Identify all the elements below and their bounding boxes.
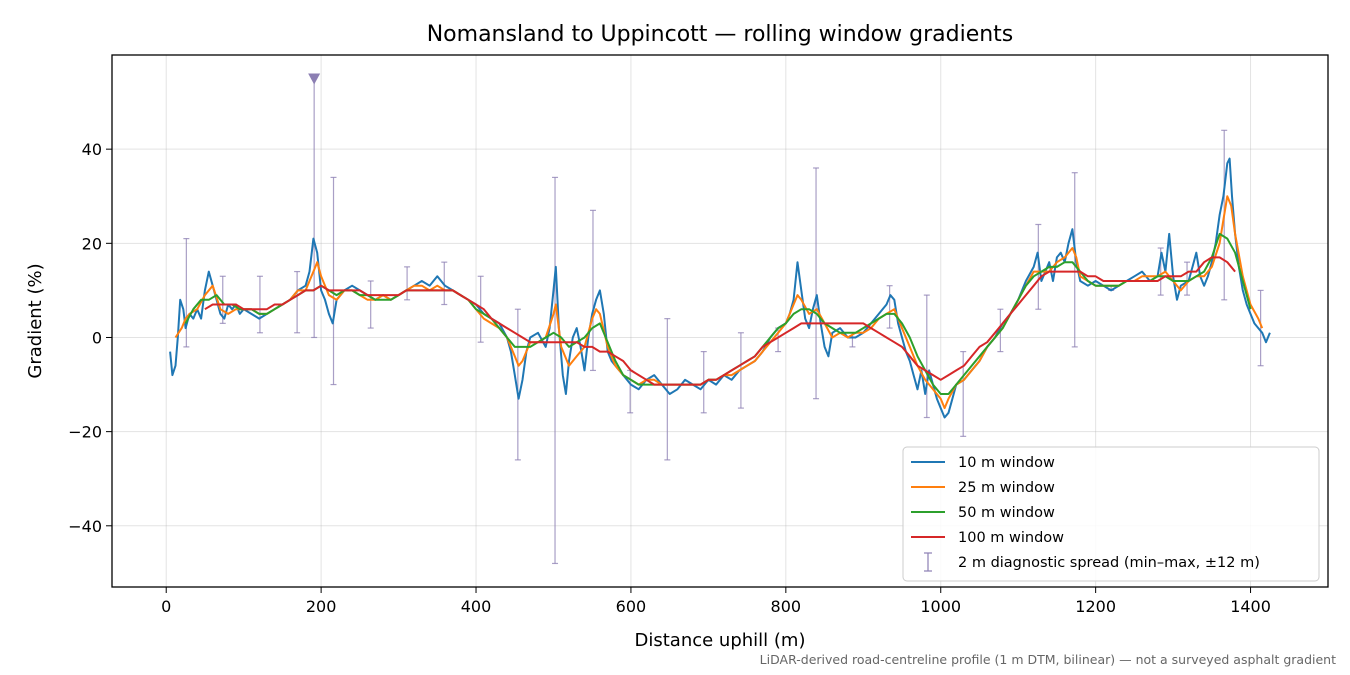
- spread-bar: [183, 238, 190, 348]
- legend-entry: 25 m window: [911, 480, 1055, 496]
- x-tick-label: 800: [771, 597, 802, 616]
- spread-bar: [552, 176, 559, 565]
- spread-bar: [886, 285, 893, 329]
- x-axis-label: Distance uphill (m): [635, 630, 806, 651]
- spread-bar: [256, 275, 263, 334]
- x-tick-label: 600: [616, 597, 647, 616]
- legend-label: 100 m window: [958, 530, 1064, 546]
- chart-title: Nomansland to Uppincott — rolling window…: [427, 22, 1014, 47]
- plot-frame: [111, 54, 1329, 588]
- y-axis-label: Gradient (%): [25, 263, 46, 378]
- spread-bar: [923, 294, 930, 419]
- y-tick-label: 0: [92, 328, 102, 347]
- legend-box: [902, 446, 1320, 582]
- x-tick-label: 1400: [1230, 597, 1271, 616]
- spread-bar: [294, 270, 301, 334]
- spread-bar: [813, 167, 820, 400]
- x-tick-label: 1200: [1075, 597, 1116, 616]
- legend-entry: 50 m window: [911, 505, 1055, 521]
- spread-bar: [367, 280, 374, 329]
- legend: 10 m window 25 m window 50 m window 100 m w…: [902, 446, 1320, 582]
- x-tick-label: 200: [306, 597, 337, 616]
- spread-bar: [589, 209, 596, 372]
- y-tick-label: 40: [82, 140, 102, 159]
- legend-entry: 100 m window: [911, 530, 1064, 546]
- x-tick-label: 0: [161, 597, 171, 616]
- y-tick-label: −40: [68, 517, 102, 536]
- spread-bar: [330, 176, 337, 386]
- clipped-spread-marker: [308, 73, 321, 85]
- x-tick-label: 400: [461, 597, 492, 616]
- spread-bar: [404, 266, 411, 301]
- spread-bar: [1257, 289, 1264, 367]
- series-line: [204, 256, 1236, 386]
- legend-label: 2 m diagnostic spread (min–max, ±12 m): [958, 555, 1260, 571]
- footnote: LiDAR-derived road-centreline profile (1…: [760, 652, 1336, 667]
- x-tick-label: 1000: [920, 597, 961, 616]
- spread-bar: [1035, 223, 1042, 310]
- y-axis: −40 −20 0 20 40: [68, 140, 112, 536]
- y-tick-label: −20: [68, 423, 102, 442]
- spread-bar: [1184, 261, 1191, 296]
- clipped-marker-group: [308, 73, 321, 85]
- legend-entry: 10 m window: [911, 455, 1055, 471]
- spread-bar: [1071, 172, 1078, 348]
- y-tick-label: 20: [82, 234, 102, 253]
- series-lines: [169, 157, 1271, 419]
- x-axis: 0 200 400 600 800 1000 1200 1400: [161, 587, 1271, 616]
- legend-label: 50 m window: [958, 505, 1055, 521]
- legend-entry: 2 m diagnostic spread (min–max, ±12 m): [924, 552, 1260, 572]
- spread-bar: [664, 318, 671, 461]
- legend-label: 25 m window: [958, 480, 1055, 496]
- legend-label: 10 m window: [958, 455, 1055, 471]
